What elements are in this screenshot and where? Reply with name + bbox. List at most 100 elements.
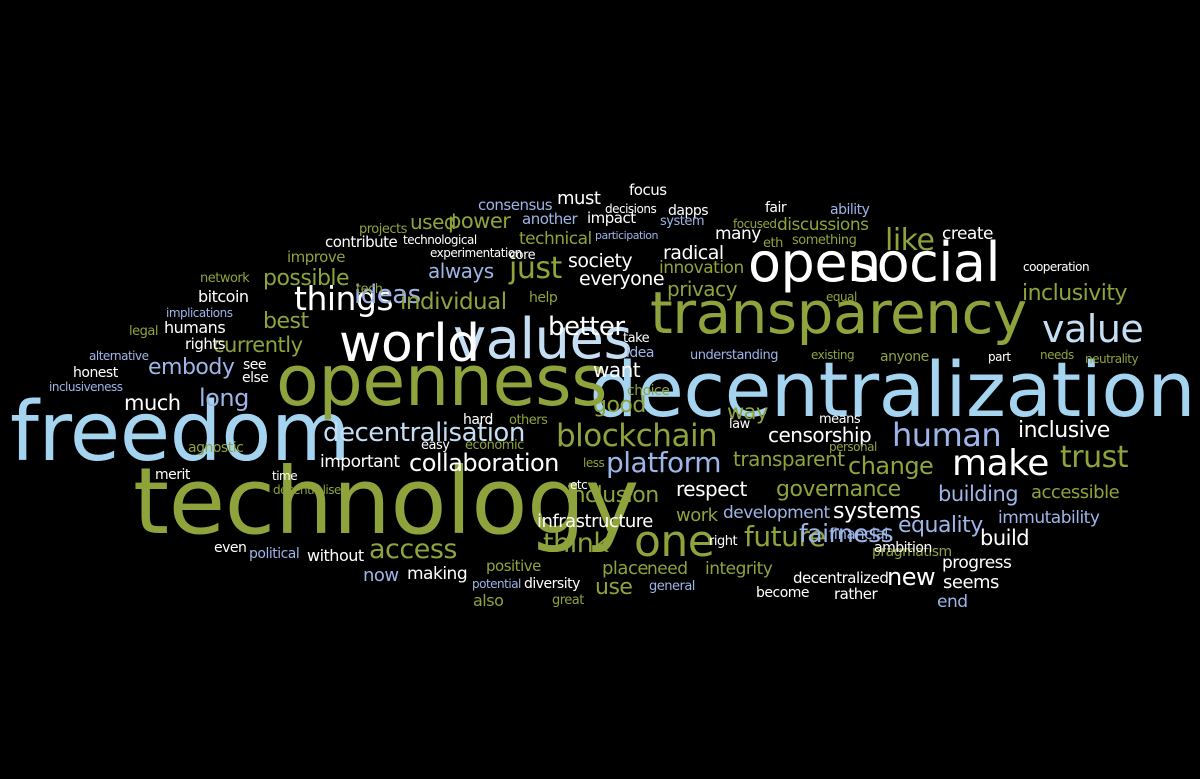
word-agnostic: agnostic bbox=[188, 440, 244, 456]
word-idea: idea bbox=[626, 345, 654, 361]
word-work: work bbox=[676, 505, 718, 526]
word-law: law bbox=[729, 417, 750, 432]
word-ideas: ideas bbox=[354, 280, 421, 310]
word-radical: radical bbox=[663, 242, 724, 264]
word-personal: personal bbox=[829, 440, 877, 454]
word-pragmatism: pragmatism bbox=[872, 544, 952, 560]
word-want: want bbox=[593, 358, 641, 382]
word-building: building bbox=[938, 482, 1019, 506]
word-financial: financial bbox=[829, 525, 888, 543]
word-improve: improve bbox=[287, 248, 345, 266]
word-discussions: discussions bbox=[777, 215, 869, 235]
word-without: without bbox=[307, 546, 364, 565]
word-used: used bbox=[410, 210, 457, 234]
word-world: world bbox=[339, 314, 480, 374]
word-part: part bbox=[988, 350, 1011, 364]
word-take: take bbox=[623, 331, 650, 346]
word-something: something bbox=[792, 233, 857, 248]
word-individual: individual bbox=[400, 289, 507, 315]
word-just: just bbox=[509, 251, 562, 286]
word-dapps: dapps bbox=[668, 203, 709, 219]
word-future: future bbox=[744, 520, 826, 553]
word-platform: platform bbox=[606, 446, 721, 479]
word-trust: trust bbox=[1060, 440, 1129, 475]
word-human: human bbox=[892, 416, 1002, 454]
word-ambition: ambition bbox=[874, 540, 932, 556]
word-end: end bbox=[937, 592, 968, 612]
word-progress: progress bbox=[942, 553, 1012, 573]
word-become: become bbox=[756, 585, 810, 601]
word-blockchain: blockchain bbox=[556, 418, 718, 454]
word-privacy: privacy bbox=[667, 277, 737, 301]
word-immutability: immutability bbox=[998, 508, 1100, 528]
word-existing: existing bbox=[811, 348, 855, 362]
word-things: things bbox=[294, 279, 394, 318]
word-merit: merit bbox=[155, 467, 190, 483]
word-others: others bbox=[509, 413, 548, 428]
word-participation: participation bbox=[595, 229, 659, 242]
word-now: now bbox=[363, 565, 399, 586]
word-choice: choice bbox=[627, 383, 670, 399]
word-general: general bbox=[649, 579, 695, 594]
word-seems: seems bbox=[943, 572, 999, 593]
word-power: power bbox=[448, 209, 511, 233]
word-change: change bbox=[848, 452, 934, 480]
word-decentralisation: decentralisation bbox=[323, 418, 525, 448]
word-alternative: alternative bbox=[89, 349, 149, 363]
word-focused: focused bbox=[733, 217, 777, 231]
word-eth: eth bbox=[763, 236, 783, 251]
word-humans: humans bbox=[164, 318, 226, 337]
word-better: better bbox=[548, 312, 625, 342]
word-equality: equality bbox=[898, 513, 983, 538]
word-possible: possible bbox=[263, 266, 350, 291]
word-censorship: censorship bbox=[768, 423, 872, 447]
word-economic: economic bbox=[465, 438, 524, 453]
word-impact: impact bbox=[587, 209, 636, 227]
word-important: important bbox=[320, 452, 400, 472]
word-create: create bbox=[942, 224, 993, 244]
word-place: place bbox=[602, 558, 648, 579]
word-innovation: innovation bbox=[659, 258, 744, 278]
word-cooperation: cooperation bbox=[1023, 260, 1090, 274]
word-ability: ability bbox=[830, 202, 870, 218]
word-everyone: everyone bbox=[579, 268, 665, 290]
word-fairness: fairness bbox=[799, 519, 894, 548]
word-value: value bbox=[1042, 307, 1144, 351]
word-great: great bbox=[552, 593, 584, 608]
word-needs: needs bbox=[1040, 348, 1074, 362]
word-implications: implications bbox=[166, 306, 233, 320]
word-neutrality: neutrality bbox=[1085, 352, 1139, 366]
word-contribute: contribute bbox=[325, 233, 398, 251]
word-inclusion: inclusion bbox=[566, 483, 659, 508]
word-good: good bbox=[593, 393, 646, 418]
word-rights: rights bbox=[185, 335, 226, 353]
word-build: build bbox=[980, 526, 1030, 550]
word-honest: honest bbox=[73, 365, 118, 381]
word-even: even bbox=[214, 540, 247, 556]
word-much: much bbox=[124, 391, 181, 415]
word-focus: focus bbox=[629, 181, 667, 199]
word-infrastructure: infrastructure bbox=[537, 511, 653, 532]
word-way: way bbox=[727, 400, 768, 424]
word-need: need bbox=[647, 559, 688, 579]
word-fair: fair bbox=[765, 200, 787, 216]
word-hard: hard bbox=[463, 412, 493, 428]
word-transparency: transparency bbox=[650, 279, 1027, 347]
word-embody: embody bbox=[148, 355, 235, 380]
word-inclusive: inclusive bbox=[1018, 418, 1110, 443]
word-network: network bbox=[200, 271, 250, 286]
word-values: values bbox=[453, 307, 633, 372]
word-technological: technological bbox=[403, 233, 477, 247]
word-decentralization: decentralization bbox=[589, 345, 1195, 434]
word-system: system bbox=[660, 214, 705, 229]
word-society: society bbox=[568, 250, 633, 272]
word-core: core bbox=[509, 248, 536, 263]
word-make: make bbox=[952, 443, 1049, 484]
word-new: new bbox=[887, 563, 936, 591]
word-integrity: integrity bbox=[705, 559, 773, 579]
word-must: must bbox=[557, 188, 601, 209]
word-open: open bbox=[748, 231, 881, 294]
word-long: long bbox=[199, 384, 249, 412]
word-respect: respect bbox=[676, 477, 747, 501]
